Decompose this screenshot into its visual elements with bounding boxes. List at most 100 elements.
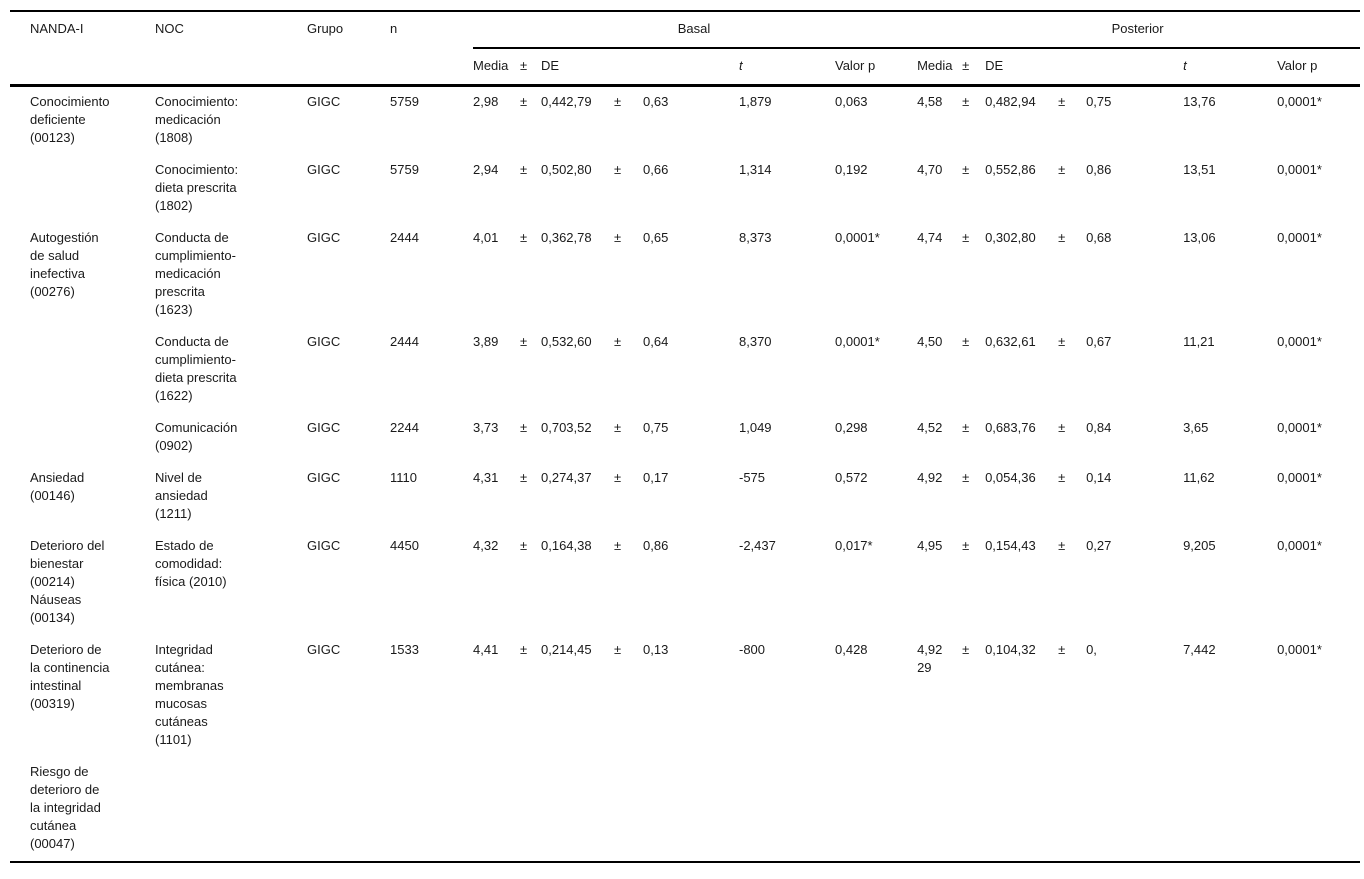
col-header-posterior-de: DE — [985, 58, 1004, 73]
cell-grupo: GIGC — [307, 470, 341, 485]
plus-minus-sign: ± — [614, 642, 622, 657]
col-header-basal-de: DE — [541, 58, 560, 73]
cell-basal-de: 0,274,37 — [541, 470, 592, 485]
plus-minus-sign: ± — [614, 334, 622, 349]
col-header-blank — [1058, 48, 1086, 86]
cell-basal-media: 2,98 — [473, 94, 499, 109]
cell-n: 5759 — [390, 94, 419, 109]
cell-basal-media: 4,41 — [473, 642, 499, 657]
cell-posterior-t — [1183, 757, 1277, 862]
cell-basal-de2: 0,75 — [643, 420, 669, 435]
cell-nanda-diagnosis — [10, 327, 155, 413]
cell-basal-de2: 0,13 — [643, 642, 669, 657]
cell-posterior-valor-p: 0,0001* — [1277, 334, 1322, 349]
cell-posterior-de: 0,302,80 — [985, 230, 1036, 245]
plus-minus-sign: ± — [520, 58, 528, 73]
cell-posterior-de: 0,154,43 — [985, 538, 1036, 553]
col-header-posterior-media: Media — [917, 58, 953, 73]
cell-posterior-de: 0,683,76 — [985, 420, 1036, 435]
plus-minus-sign: ± — [520, 230, 528, 245]
cell-basal-valor-p: 0,572 — [835, 470, 868, 485]
cell-posterior-t: 3,65 — [1183, 420, 1209, 435]
cell-n: 4450 — [390, 538, 419, 553]
cell-posterior-media: 4,70 — [917, 162, 943, 177]
cell-basal-valor-p: 0,0001* — [835, 230, 880, 245]
cell-posterior-valor-p — [1277, 757, 1360, 862]
plus-minus-sign: ± — [520, 420, 528, 435]
plus-minus-sign: ± — [962, 230, 970, 245]
cell-basal-de — [541, 757, 614, 862]
cell-posterior-de: 0,552,86 — [985, 162, 1036, 177]
table-header: NANDA-I NOC Grupo n Basal Posterior Medi… — [10, 11, 1361, 86]
cell-basal-de2: 0,65 — [643, 230, 669, 245]
col-header-noc: NOC — [155, 21, 184, 36]
cell-n: 1110 — [390, 470, 417, 485]
col-header-basal-t: t — [739, 58, 743, 73]
cell-grupo — [307, 757, 390, 862]
cell-posterior-t: 11,62 — [1183, 470, 1215, 485]
cell-posterior-de: 0,632,61 — [985, 334, 1036, 349]
cell-basal-t: 1,314 — [739, 162, 772, 177]
cell-basal-media: 3,73 — [473, 420, 499, 435]
plus-minus-sign: ± — [520, 538, 528, 553]
cell-basal-de2: 0,66 — [643, 162, 669, 177]
header-row-measures: Media ± DE t Valor p Media ± DE t Valor … — [10, 48, 1360, 86]
cell-posterior-media: 4,95 — [917, 538, 943, 553]
cell-posterior-t: 9,205 — [1183, 538, 1216, 553]
cell-grupo: GIGC — [307, 420, 341, 435]
col-group-basal: Basal — [473, 11, 918, 49]
cell-nanda-diagnosis — [10, 155, 155, 223]
cell-nanda-diagnosis — [10, 413, 155, 463]
cell-posterior-valor-p: 0,0001* — [1277, 230, 1322, 245]
cell-n — [390, 757, 473, 862]
cell-grupo: GIGC — [307, 538, 341, 553]
cell-basal-t — [739, 757, 835, 862]
cell-posterior-valor-p: 0,0001* — [1277, 470, 1322, 485]
cell-posterior-media: 4,92 — [917, 470, 943, 485]
table-row: Deterioro de la continencia intestinal (… — [10, 635, 1360, 757]
col-header-basal-valor-p: Valor p — [835, 58, 876, 73]
col-header-basal-media: Media — [473, 58, 509, 73]
plus-minus-sign — [1058, 757, 1086, 862]
col-header-blank — [643, 48, 739, 86]
cell-basal-de: 0,703,52 — [541, 420, 592, 435]
cell-basal-valor-p: 0,063 — [835, 94, 868, 109]
table-row: Autogestión de salud inefectiva (00276) C… — [10, 223, 1360, 327]
cell-posterior-t: 13,06 — [1183, 230, 1216, 245]
cell-n: 2244 — [390, 420, 419, 435]
plus-minus-sign: ± — [614, 470, 622, 485]
cell-basal-valor-p: 0,298 — [835, 420, 868, 435]
cell-noc-outcome: Nivel de ansiedad (1211) — [155, 470, 208, 521]
cell-basal-t: -575 — [739, 470, 766, 485]
cell-basal-de: 0,442,79 — [541, 94, 592, 109]
cell-basal-de2: 0,64 — [643, 334, 669, 349]
cell-basal-media: 4,01 — [473, 230, 499, 245]
cell-posterior-valor-p: 0,0001* — [1277, 94, 1322, 109]
cell-n: 2444 — [390, 230, 419, 245]
cell-basal-de2: 0,86 — [643, 538, 669, 553]
plus-minus-sign: ± — [520, 162, 528, 177]
cell-posterior-valor-p: 0,0001* — [1277, 642, 1322, 657]
cell-basal-media: 3,89 — [473, 334, 499, 349]
cell-basal-de2: 0,17 — [643, 470, 669, 485]
cell-nanda-diagnosis: Autogestión de salud inefectiva (00276) — [30, 230, 99, 299]
cell-nanda-diagnosis: Riesgo de deterioro de la integridad cut… — [30, 764, 101, 851]
cell-posterior-media: 4,50 — [917, 334, 943, 349]
table-row: Comunicación (0902) GIGC 2244 3,73 ±0,703,52… — [10, 413, 1360, 463]
cell-basal-t: 1,049 — [739, 420, 772, 435]
plus-minus-sign: ± — [1058, 420, 1066, 435]
plus-minus-sign: ± — [520, 470, 528, 485]
cell-noc-outcome: Comunicación (0902) — [155, 420, 238, 453]
cell-basal-media — [473, 757, 520, 862]
col-group-posterior: Posterior — [917, 11, 1361, 49]
plus-minus-sign: ± — [614, 420, 622, 435]
plus-minus-sign: ± — [962, 94, 970, 109]
cell-noc-outcome: Integridad cutánea: membranas mucosas cu… — [155, 642, 224, 747]
cell-posterior-de — [985, 757, 1058, 862]
plus-minus-sign: ± — [962, 58, 970, 73]
cell-posterior-media — [917, 757, 962, 862]
cell-posterior-valor-p: 0,0001* — [1277, 538, 1322, 553]
cell-grupo: GIGC — [307, 94, 341, 109]
col-header-posterior-t: t — [1183, 58, 1187, 73]
